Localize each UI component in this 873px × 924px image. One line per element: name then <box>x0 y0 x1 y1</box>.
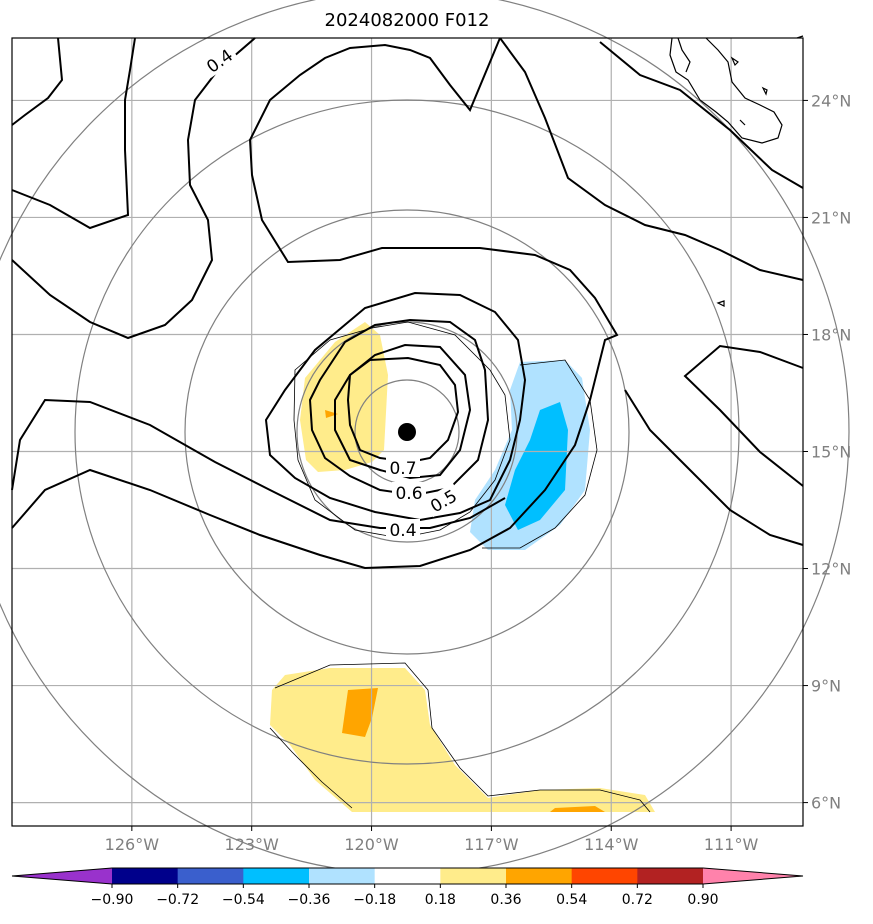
contour-label-0.4-south: 0.4 <box>389 521 416 541</box>
colorbar-extend-high <box>703 868 803 884</box>
colorbar-segment <box>571 868 638 884</box>
figure-title: 2024082000 F012 <box>325 10 490 31</box>
map-frame <box>11 37 804 827</box>
lon-tick-label: 126°W <box>105 835 160 854</box>
colorbar-tick-label: −0.72 <box>156 892 199 908</box>
positive-shading-storm <box>300 322 388 472</box>
storm-center-marker <box>398 423 416 441</box>
colorbar-segment <box>440 868 507 884</box>
colorbar-tick-label: 0.54 <box>556 892 587 908</box>
lon-tick-label: 117°W <box>464 835 519 854</box>
lat-tick-label: 12°N <box>811 560 851 579</box>
colorbar-segment <box>243 868 310 884</box>
colorbar-segment <box>637 868 704 884</box>
lat-tick-label: 6°N <box>811 794 841 813</box>
negative-shading-storm <box>470 360 590 550</box>
colorbar: −0.90 −0.72 −0.54 −0.36 −0.18 0.18 0.36 0.54 0.7… <box>11 867 804 908</box>
colorbar-tick-label: 0.36 <box>490 892 521 908</box>
colorbar-segment <box>112 868 179 884</box>
colorbar-tick-label: 0.90 <box>687 892 718 908</box>
contour-label-0.6: 0.6 <box>395 484 422 504</box>
colorbar-segment <box>506 868 573 884</box>
contour-lines <box>11 37 804 570</box>
colorbar-segment <box>177 868 244 884</box>
colorbar-tick-label: 0.18 <box>425 892 456 908</box>
colorbar-extend-low <box>12 868 112 884</box>
lat-tick-label: 18°N <box>811 325 851 344</box>
lat-tick-label: 9°N <box>811 677 841 696</box>
positive-shading-south <box>270 668 655 812</box>
map-panel: 0.7 0.6 0.5 0.4 0.4 <box>0 0 850 875</box>
lat-tick-label: 21°N <box>811 208 851 227</box>
lat-tick-label: 15°N <box>811 443 851 462</box>
lon-tick-label: 123°W <box>225 835 280 854</box>
contour-label-0.7: 0.7 <box>389 459 416 479</box>
latitude-axis: 24°N 21°N 18°N 15°N 12°N 9°N 6°N <box>803 91 851 813</box>
colorbar-segment <box>374 868 441 884</box>
colorbar-tick-label: −0.36 <box>288 892 331 908</box>
lon-tick-label: 120°W <box>344 835 399 854</box>
colorbar-tick-label: 0.72 <box>622 892 653 908</box>
colorbar-tick-label: −0.54 <box>222 892 265 908</box>
lat-tick-label: 24°N <box>811 91 851 110</box>
colorbar-segment <box>309 868 376 884</box>
coastline <box>669 35 804 307</box>
colorbar-tick-label: −0.90 <box>91 892 134 908</box>
longitude-axis: 126°W 123°W 120°W 117°W 114°W 111°W <box>105 826 759 854</box>
colorbar-tick-label: −0.18 <box>353 892 396 908</box>
lon-tick-label: 111°W <box>704 835 759 854</box>
lon-tick-label: 114°W <box>584 835 639 854</box>
